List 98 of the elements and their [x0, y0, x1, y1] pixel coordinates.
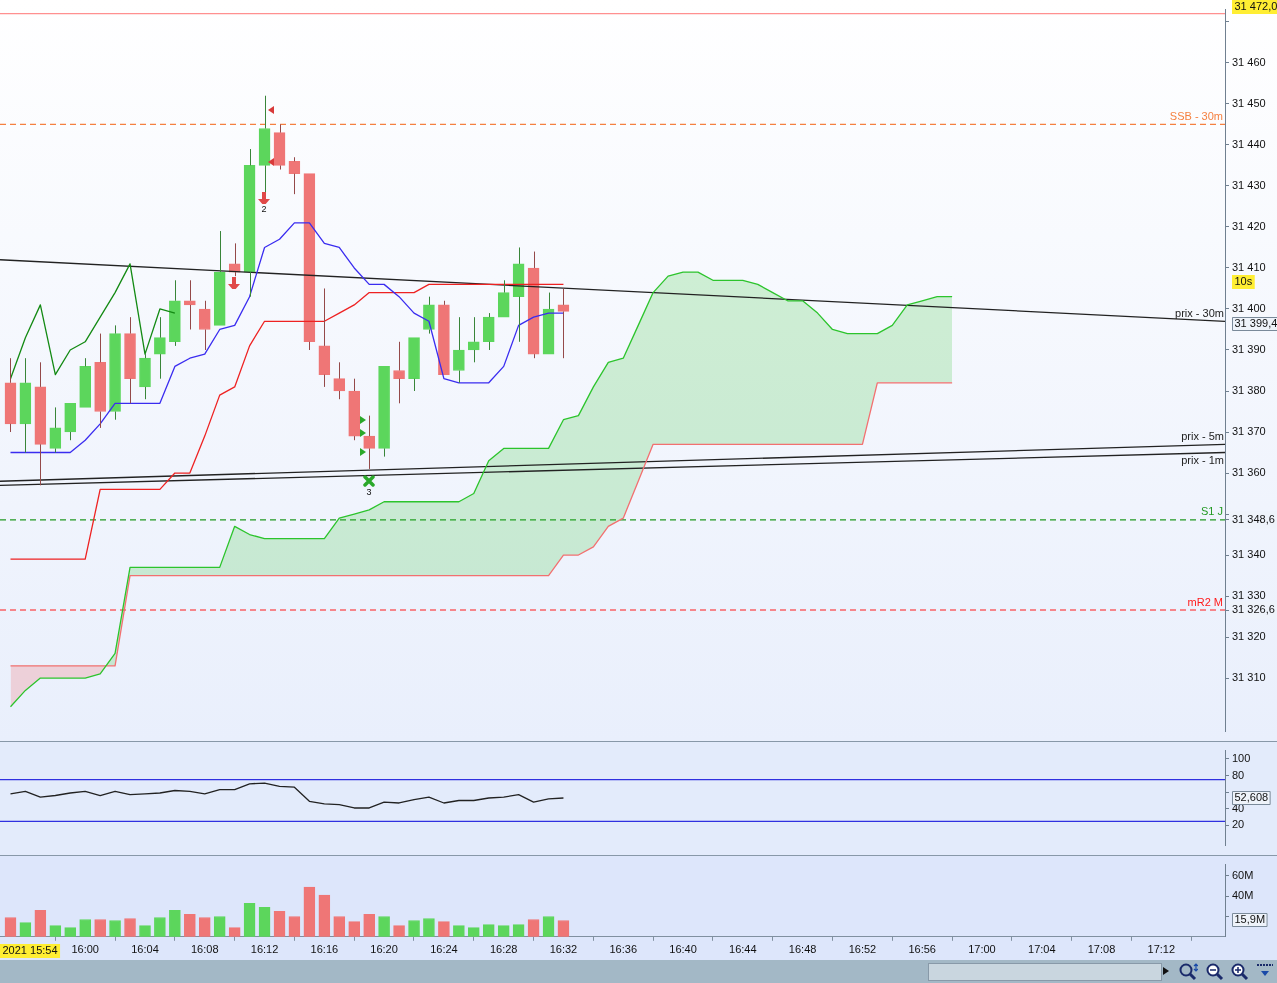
- y-tick-label: 31 340: [1232, 548, 1266, 561]
- y-tick-label: 31 330: [1232, 589, 1266, 602]
- series-label: prix - 5m: [1181, 429, 1224, 442]
- x-tick-label: 16:56: [908, 943, 936, 956]
- x-tick-label: 17:04: [1028, 943, 1056, 956]
- candlestick: [34, 361, 47, 486]
- candlestick: [408, 337, 420, 392]
- candlestick: [124, 316, 136, 404]
- candlestick: [109, 324, 121, 421]
- candlestick: [19, 357, 32, 454]
- candlestick: [4, 357, 17, 433]
- x-tick-label: 16:04: [131, 943, 159, 956]
- x-tick-label: 17:08: [1087, 943, 1116, 956]
- x-tick-label: 17:00: [968, 943, 996, 956]
- ref-line-label: mR2 M: [1187, 595, 1223, 608]
- candlestick: [79, 357, 92, 408]
- candlestick: [169, 279, 181, 347]
- candlestick: [453, 316, 465, 384]
- bar: [378, 916, 390, 937]
- bar: [169, 910, 181, 937]
- y-tick-label: 31 320: [1232, 630, 1266, 643]
- x-tick-label: 16:44: [729, 943, 757, 956]
- text: 15,9M: [1234, 913, 1266, 926]
- candlestick: [557, 287, 570, 359]
- candlestick: [94, 333, 106, 429]
- ref-line-label: S1 J: [1200, 505, 1223, 518]
- y-tick-label: 40M: [1232, 889, 1254, 902]
- candlestick: [184, 279, 196, 330]
- x-tick-label: 16:12: [250, 943, 279, 956]
- candlestick: [243, 148, 256, 298]
- x-tick-label: 16:32: [549, 943, 578, 956]
- annotation: 2: [261, 204, 267, 215]
- bar: [154, 917, 166, 937]
- bar: [243, 902, 256, 937]
- bar: [258, 906, 271, 937]
- x-tick-label: 16:08: [190, 943, 219, 956]
- x-tick-label: 17:12: [1147, 943, 1176, 956]
- bar: [213, 916, 226, 937]
- text: 31 472,0: [1234, 0, 1277, 13]
- x-tick-label: 16:16: [310, 943, 339, 956]
- bar: [34, 910, 47, 937]
- y-tick-label: 31 420: [1232, 219, 1266, 232]
- candlestick: [378, 366, 390, 458]
- bar: [288, 916, 301, 937]
- y-tick-label: 31 360: [1232, 466, 1266, 479]
- candlestick: [482, 312, 495, 351]
- y-tick-label: 31 410: [1232, 261, 1266, 273]
- y-tick-label: 31 380: [1232, 384, 1266, 397]
- series-label: prix - 1m: [1181, 454, 1224, 467]
- x-tick-label: 16:28: [489, 943, 518, 956]
- y-tick-label: 100: [1232, 751, 1251, 764]
- bar: [303, 886, 316, 937]
- candlestick: [497, 279, 510, 318]
- candlestick: [423, 296, 435, 335]
- text: 52,608: [1234, 791, 1269, 804]
- x-tick-label: 16:20: [370, 943, 398, 956]
- bar: [184, 914, 196, 937]
- ref-line-label: SSB - 30m: [1169, 109, 1223, 122]
- x-tick-label: 16:24: [430, 943, 458, 956]
- x-tick-label: 16:36: [609, 943, 638, 956]
- y-tick-label: 80: [1232, 768, 1245, 781]
- bar: [363, 914, 376, 937]
- bar: [273, 911, 286, 937]
- series-label: prix - 30m: [1175, 306, 1224, 319]
- candlestick: [49, 406, 62, 454]
- bar: [198, 917, 211, 937]
- x-tick-label: 16:52: [848, 943, 877, 956]
- y-tick-label: 31 370: [1232, 425, 1266, 438]
- candlestick: [64, 402, 77, 441]
- y-tick-label: 31 310: [1232, 671, 1266, 684]
- y-tick-label: 31 430: [1232, 178, 1266, 191]
- x-tick-label: 16:00: [71, 943, 99, 956]
- bar: [333, 916, 346, 937]
- text: 2021 15:54: [2, 944, 58, 957]
- y-tick-label: 31 348,6: [1232, 512, 1275, 525]
- y-tick-label: 31 400: [1232, 302, 1266, 315]
- candlestick: [303, 173, 316, 351]
- text: 10s: [1234, 275, 1253, 288]
- y-tick-label: 31 460: [1232, 55, 1266, 68]
- candlestick: [438, 300, 450, 375]
- bar: [542, 916, 555, 937]
- y-tick-label: 31 326,6: [1232, 603, 1275, 616]
- bar: [318, 894, 331, 937]
- candlestick: [139, 353, 151, 400]
- bar: [4, 917, 17, 937]
- annotation: 3: [366, 487, 372, 498]
- candlestick: [213, 230, 226, 326]
- x-tick-label: 16:48: [788, 943, 817, 956]
- y-tick-label: 31 440: [1232, 137, 1266, 150]
- y-tick-label: 20: [1232, 818, 1245, 831]
- y-tick-label: 60M: [1232, 868, 1254, 881]
- candlestick: [198, 300, 211, 351]
- text: 31 399,4: [1234, 317, 1277, 330]
- candlestick: [393, 341, 405, 404]
- y-tick-label: 31 450: [1232, 96, 1266, 109]
- candlestick: [318, 287, 331, 388]
- x-tick-label: 16:40: [669, 943, 697, 956]
- y-tick-label: 31 390: [1232, 343, 1266, 356]
